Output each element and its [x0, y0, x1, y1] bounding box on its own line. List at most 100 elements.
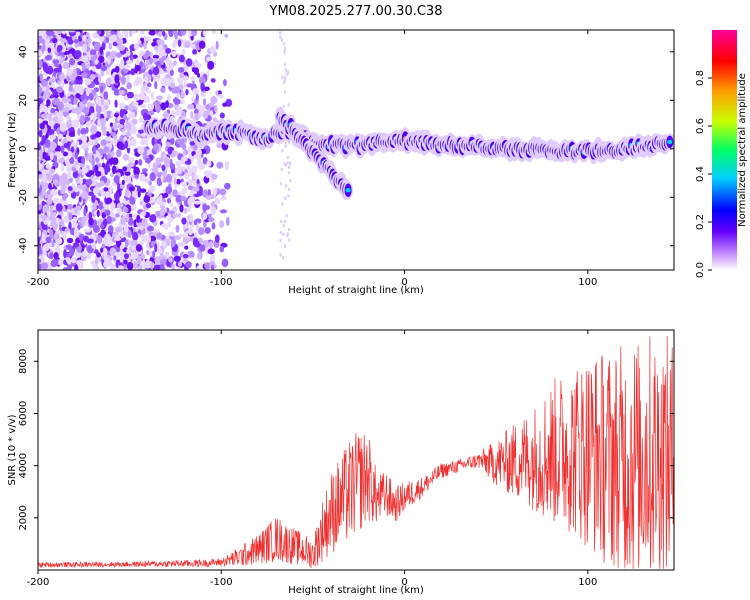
noise-blob — [284, 68, 288, 72]
noise-blob — [47, 30, 52, 37]
colorbar: 0.0 0.2 0.4 0.6 0.8 Normalized spectral ampl… — [695, 30, 748, 278]
noise-blob — [90, 134, 96, 140]
noise-blob — [145, 259, 151, 269]
noise-blob — [128, 186, 136, 192]
noise-blob — [215, 90, 219, 96]
noise-blob — [127, 217, 134, 226]
noise-blob — [103, 90, 109, 100]
noise-blob — [117, 44, 126, 51]
noise-blob — [38, 180, 41, 189]
noise-blob — [109, 50, 117, 60]
noise-blob — [280, 219, 283, 224]
noise-blob — [204, 226, 211, 234]
noise-blob — [92, 186, 100, 195]
noise-blob — [107, 225, 114, 233]
noise-blob — [58, 59, 64, 65]
noise-blob — [70, 146, 75, 153]
noise-blob — [184, 160, 192, 165]
y-tick-label: 4000 — [18, 453, 29, 478]
y-tick-label: -40 — [18, 238, 29, 254]
noise-blob — [140, 85, 146, 95]
noise-blob — [212, 186, 218, 196]
noise-blob — [139, 61, 143, 68]
noise-blob — [68, 84, 73, 94]
noise-blob — [114, 226, 123, 233]
noise-blob — [209, 45, 217, 54]
noise-blob — [84, 78, 92, 86]
noise-blob — [62, 151, 68, 157]
colorbar-tick-label: 0.6 — [695, 118, 706, 134]
snr-x-ticks: -200 -100 0 100 — [27, 330, 597, 588]
noise-blob — [140, 253, 146, 259]
noise-blob — [94, 257, 99, 266]
noise-blob — [45, 54, 52, 61]
noise-blob — [45, 163, 51, 170]
noise-blob — [152, 66, 160, 76]
noise-blob — [77, 127, 81, 136]
noise-blob — [106, 215, 113, 225]
y-tick-label: 20 — [18, 94, 29, 107]
noise-blob — [97, 118, 101, 128]
noise-blob — [138, 117, 144, 123]
noise-blob — [153, 264, 162, 270]
noise-blob — [197, 72, 201, 78]
noise-blob — [151, 241, 155, 248]
noise-blob — [56, 46, 61, 53]
noise-blob — [114, 74, 120, 84]
noise-blob — [74, 38, 79, 44]
noise-blob — [193, 144, 198, 151]
noise-blob — [93, 210, 98, 215]
noise-blob — [52, 197, 60, 204]
noise-blob — [76, 259, 83, 265]
noise-blob — [125, 213, 130, 223]
noise-blob — [68, 30, 76, 33]
noise-blob — [279, 252, 282, 257]
noise-blob — [127, 51, 131, 56]
noise-blob — [157, 250, 163, 255]
colorbar-tick-label: 0.4 — [695, 166, 706, 182]
noise-blob — [165, 100, 169, 108]
noise-blob — [49, 107, 56, 113]
noise-blob — [284, 196, 287, 201]
noise-blob — [168, 30, 174, 37]
noise-blob — [193, 200, 202, 205]
noise-blob — [67, 186, 73, 191]
noise-blob — [152, 54, 160, 59]
noise-blob — [94, 182, 102, 189]
noise-blob — [103, 260, 110, 269]
noise-blob — [218, 220, 225, 228]
y-tick-label: 6000 — [18, 401, 29, 426]
noise-blob — [165, 48, 172, 54]
noise-blob — [116, 192, 120, 202]
noise-blob — [280, 38, 284, 43]
noise-blob — [46, 172, 53, 182]
noise-blob — [65, 161, 71, 168]
snr-frame — [37, 329, 675, 571]
noise-blob — [188, 196, 195, 204]
x-tick-label: 0 — [401, 577, 407, 588]
noise-blob — [109, 185, 113, 195]
noise-blob — [151, 41, 157, 47]
noise-blob — [47, 47, 52, 53]
noise-blob — [115, 251, 122, 258]
noise-blob — [48, 128, 55, 136]
noise-blob — [166, 238, 171, 247]
noise-blob — [224, 182, 231, 190]
noise-blob — [198, 191, 203, 197]
noise-blob — [48, 242, 53, 247]
noise-blob — [147, 103, 155, 111]
noise-blob — [56, 86, 64, 94]
noise-blob — [168, 231, 175, 237]
noise-blob — [86, 63, 91, 70]
noise-blob — [58, 258, 64, 266]
noise-blob — [169, 202, 174, 207]
noise-blob — [91, 90, 97, 96]
noise-blob — [112, 41, 118, 47]
noise-blob — [134, 174, 139, 179]
noise-blob — [66, 50, 74, 55]
noise-blob — [116, 123, 124, 129]
noise-blob — [73, 227, 80, 237]
noise-blob — [91, 194, 96, 203]
